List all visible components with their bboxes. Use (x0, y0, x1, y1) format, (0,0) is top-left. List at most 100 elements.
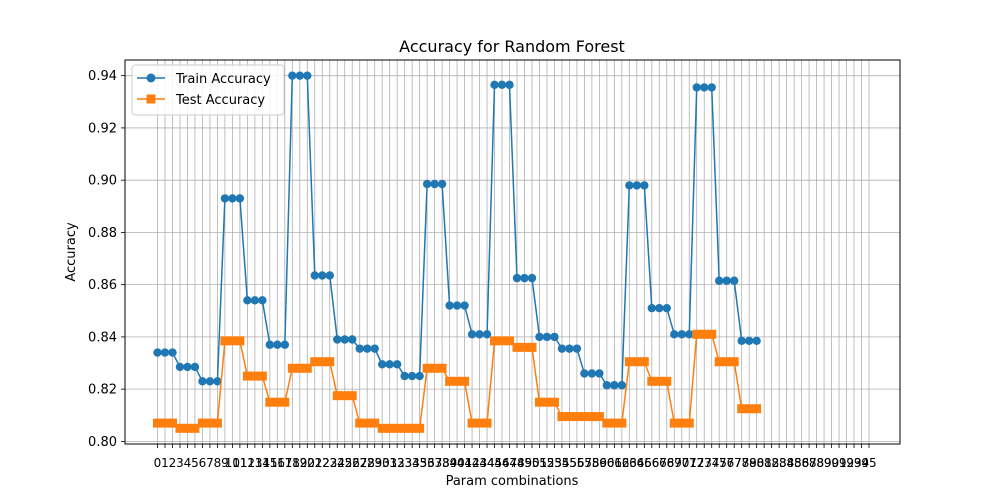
plot-frame (124, 59, 901, 445)
data-point (205, 377, 215, 386)
data-point (557, 344, 567, 353)
data-point (587, 369, 597, 378)
data-point (325, 271, 334, 280)
data-point (744, 404, 754, 414)
series-layer (153, 71, 762, 433)
data-point (729, 276, 739, 285)
x-tick-label: 56 (569, 456, 584, 470)
x-tick-label: 65 (637, 456, 652, 470)
x-tick-label: 72 (689, 456, 704, 470)
data-point (482, 418, 492, 428)
x-axis-ticks: 0 1 2 3 4 5 6 7 8 9101112131415161718192021222324… (154, 444, 877, 470)
x-tick-label: 12 (240, 456, 255, 470)
x-tick-label: 6 (199, 456, 207, 470)
x-tick-label: 8 (214, 456, 222, 470)
x-tick-label: 42 (464, 456, 479, 470)
x-tick-label: 10 (225, 456, 240, 470)
x-tick-label: 0 (154, 456, 162, 470)
data-point (670, 330, 679, 339)
x-tick-label: 75 (712, 456, 727, 470)
data-point (602, 381, 612, 390)
data-point (700, 83, 709, 92)
data-point (609, 418, 619, 428)
data-point (407, 423, 417, 433)
series-train (153, 71, 761, 390)
data-point (183, 362, 192, 372)
x-tick-label: 48 (509, 456, 524, 470)
x-tick-label: 15 (262, 456, 277, 470)
data-point (437, 179, 447, 189)
data-point (572, 412, 582, 422)
data-point (212, 418, 222, 428)
x-tick-label: 89 (816, 456, 831, 470)
data-point (198, 377, 207, 386)
data-point (572, 344, 582, 353)
x-tick-label: 34 (405, 456, 420, 470)
x-tick-label: 77 (727, 456, 742, 470)
x-tick-label: 78 (734, 456, 749, 470)
data-point (242, 371, 252, 381)
data-point (348, 335, 357, 344)
data-point (190, 362, 200, 372)
data-point (684, 418, 694, 428)
data-point (699, 329, 709, 339)
data-point (415, 371, 424, 381)
data-point (430, 363, 440, 373)
data-point (497, 336, 507, 346)
legend-label-test: Test Accuracy (175, 93, 265, 108)
data-point (490, 336, 500, 346)
data-point (519, 342, 529, 352)
data-point (549, 397, 559, 407)
x-tick-label: 21 (307, 456, 322, 470)
data-point (340, 391, 350, 401)
x-tick-label: 33 (397, 456, 412, 470)
data-point (655, 303, 664, 313)
x-tick-label: 57 (577, 456, 592, 470)
x-tick-label: 39 (442, 456, 457, 470)
x-tick-label: 58 (584, 456, 599, 470)
y-tick-label: 0.84 (88, 330, 117, 345)
x-tick-label: 44 (479, 456, 494, 470)
x-tick-label: 95 (861, 456, 876, 470)
y-tick-label: 0.92 (88, 121, 117, 136)
y-tick-label: 0.86 (88, 278, 117, 293)
data-point (565, 344, 574, 353)
data-point (594, 412, 604, 422)
data-point (737, 404, 747, 414)
data-point (295, 363, 305, 373)
x-tick-label: 25 (337, 456, 352, 470)
data-point (640, 181, 649, 190)
data-point (370, 418, 380, 428)
y-axis-ticks: 0.80 0.82 0.84 0.86 0.88 0.90 0.92 0.94 (88, 69, 125, 450)
x-tick-label: 32 (390, 456, 405, 470)
data-point (377, 423, 387, 433)
data-point (333, 335, 342, 344)
x-tick-label: 67 (652, 456, 667, 470)
x-tick-label: 23 (322, 456, 337, 470)
x-tick-label: 54 (554, 456, 569, 470)
data-point (257, 371, 267, 381)
data-point (220, 336, 230, 346)
data-point (295, 71, 304, 80)
x-tick-label: 66 (644, 456, 659, 470)
data-point (610, 381, 619, 390)
data-point (175, 362, 185, 372)
x-tick-label: 18 (285, 456, 300, 470)
data-point (355, 344, 364, 353)
data-point (692, 329, 702, 339)
data-point (632, 357, 642, 367)
data-point (512, 273, 522, 283)
x-tick-label: 4 (184, 456, 192, 470)
x-axis-label: Param combinations (446, 474, 579, 489)
x-tick-label: 45 (487, 456, 502, 470)
y-tick-label: 0.90 (88, 174, 117, 189)
x-tick-label: 85 (786, 456, 801, 470)
data-point (445, 301, 454, 310)
x-tick-label: 27 (352, 456, 367, 470)
x-tick-label: 36 (419, 456, 434, 470)
x-tick-label: 3 (176, 456, 184, 470)
data-point (363, 344, 372, 353)
data-point (265, 397, 275, 407)
data-point (430, 179, 439, 189)
data-point (460, 301, 469, 310)
